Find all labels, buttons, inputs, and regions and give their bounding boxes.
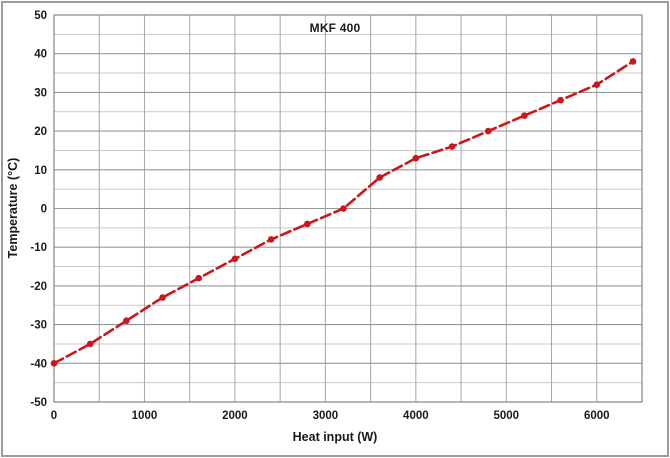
data-line <box>52 60 635 365</box>
data-point <box>629 58 637 65</box>
data-point <box>159 294 166 301</box>
chart-title: MKF 400 <box>309 21 361 35</box>
data-point <box>448 143 456 150</box>
data-point <box>50 360 58 367</box>
x-tick-label: 0 <box>51 410 57 422</box>
data-point <box>123 317 130 325</box>
y-tick-label: -10 <box>30 242 47 254</box>
data-point <box>557 96 564 104</box>
data-point <box>376 174 383 181</box>
x-tick-label: 6000 <box>584 410 610 422</box>
data-point <box>593 81 601 88</box>
y-tick-label: 50 <box>34 10 47 22</box>
x-axis-title: Heat input (W) <box>292 430 378 444</box>
x-tick-label: 2000 <box>222 410 248 422</box>
y-tick-label: -40 <box>30 358 47 370</box>
y-tick-label: -30 <box>30 320 47 332</box>
plot-frame <box>53 14 643 403</box>
data-point <box>521 112 528 119</box>
data-point <box>231 255 239 263</box>
x-tick-label: 4000 <box>403 410 429 422</box>
data-point <box>412 154 420 162</box>
data-point <box>484 127 492 135</box>
data-point <box>86 340 94 348</box>
data-point <box>195 274 203 282</box>
y-tick-label: 20 <box>34 126 47 138</box>
y-tick-label: -20 <box>30 281 47 293</box>
y-tick-label: -50 <box>30 397 47 409</box>
y-tick-label: 40 <box>34 49 47 61</box>
data-point <box>303 220 311 228</box>
y-tick-label: 0 <box>41 204 47 216</box>
y-axis-title: Temperature (°C) <box>6 157 20 259</box>
x-tick-label: 3000 <box>313 410 339 422</box>
y-tick-label: 10 <box>34 165 47 177</box>
y-tick-label: 30 <box>34 87 47 99</box>
data-point <box>267 236 275 243</box>
x-tick-label: 1000 <box>132 410 158 422</box>
x-tick-label: 5000 <box>494 410 520 422</box>
data-point <box>340 205 347 212</box>
